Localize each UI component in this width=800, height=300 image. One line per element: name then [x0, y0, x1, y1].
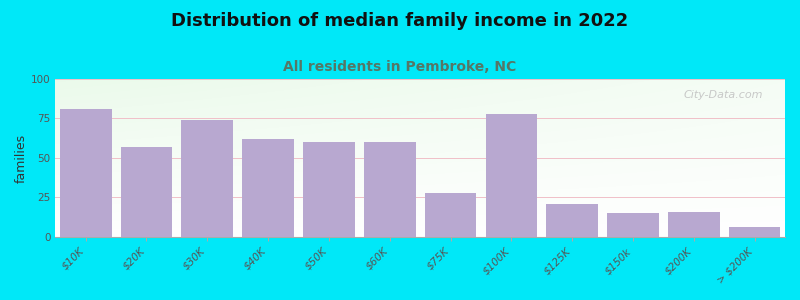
Text: City-Data.com: City-Data.com — [684, 90, 763, 100]
Bar — [60, 109, 111, 237]
Bar — [607, 213, 659, 237]
Text: All residents in Pembroke, NC: All residents in Pembroke, NC — [283, 60, 517, 74]
Bar — [364, 142, 415, 237]
Y-axis label: families: families — [15, 134, 28, 182]
Bar — [668, 212, 720, 237]
Text: Distribution of median family income in 2022: Distribution of median family income in … — [171, 12, 629, 30]
Bar — [303, 142, 354, 237]
Bar — [182, 120, 233, 237]
Bar — [546, 204, 598, 237]
Bar — [425, 193, 476, 237]
Bar — [486, 114, 537, 237]
Bar — [242, 139, 294, 237]
Bar — [729, 227, 781, 237]
Bar — [121, 147, 172, 237]
